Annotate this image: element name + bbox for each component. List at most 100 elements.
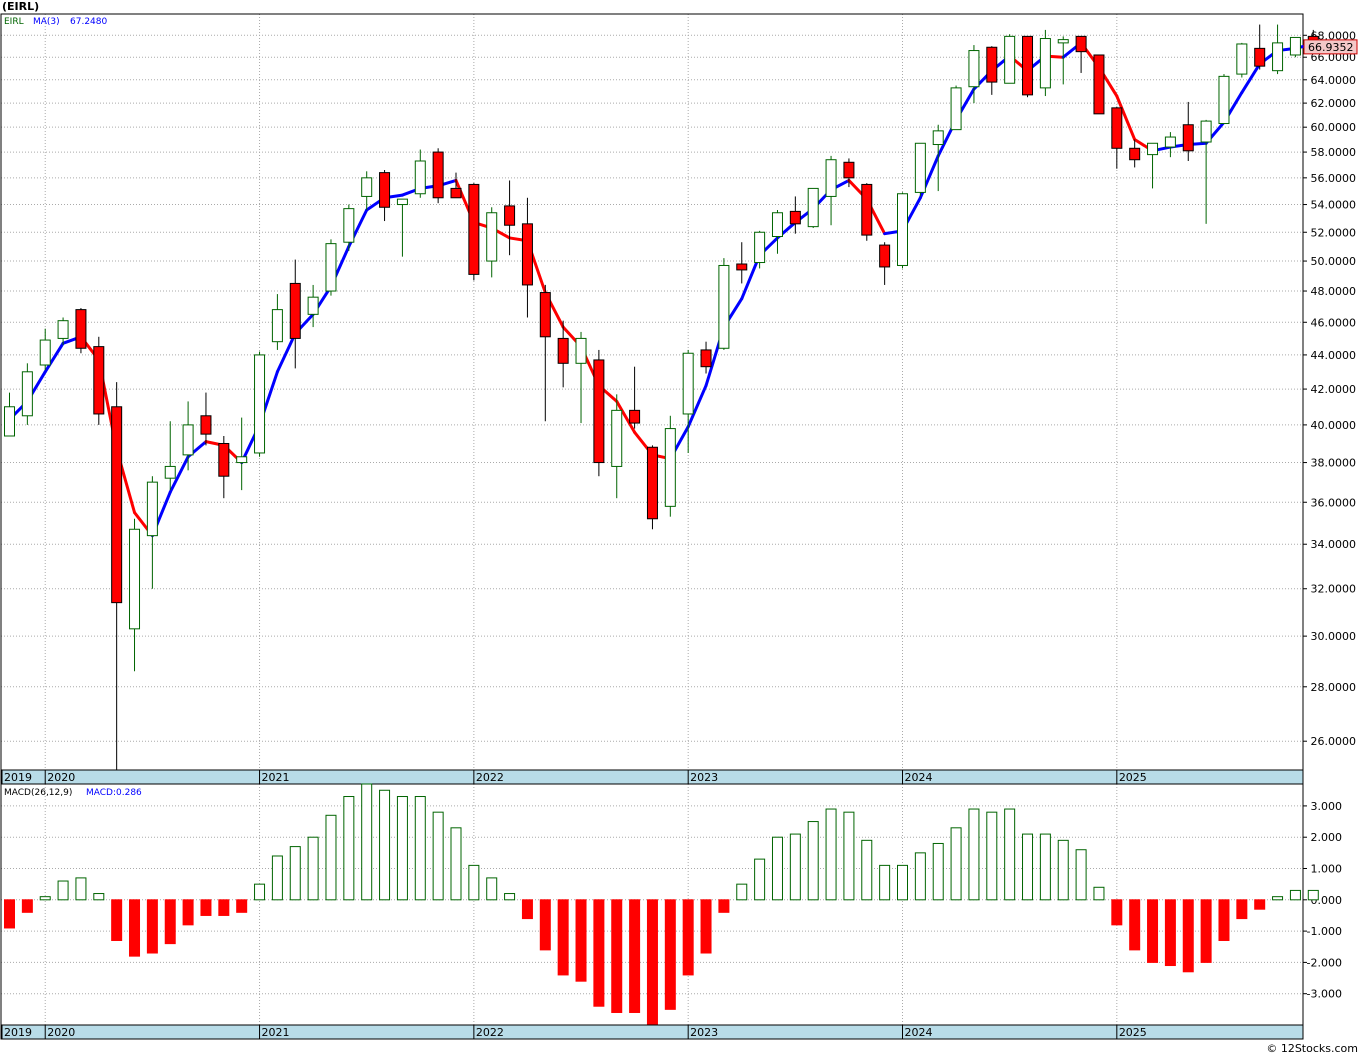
macd-bar — [932, 842, 944, 901]
candle — [575, 331, 587, 424]
candle — [468, 183, 480, 281]
candle-body — [1129, 147, 1141, 161]
candle — [789, 196, 801, 234]
candle-body — [879, 244, 891, 268]
macd-bar — [1254, 899, 1266, 910]
footer-credit: © 12Stocks.com — [1266, 1042, 1358, 1055]
macd-bar — [629, 899, 641, 1013]
macd-bar — [1075, 849, 1087, 901]
candle — [325, 239, 337, 296]
macd-bar — [1039, 833, 1051, 901]
candle — [1129, 139, 1141, 168]
price-tick-label: 40.0000 — [1311, 419, 1357, 432]
macd-bar — [950, 827, 962, 901]
chart-title: (EIRL) — [2, 0, 39, 13]
candle-body — [843, 161, 855, 179]
macd-bar — [789, 833, 801, 901]
candle-body — [468, 183, 480, 275]
ma3-segment — [1115, 94, 1137, 142]
macd-x-axis-band — [0, 1024, 1304, 1040]
candle-body — [236, 456, 248, 464]
price-tick-label: 66.0000 — [1311, 51, 1357, 64]
macd-bar — [129, 899, 141, 957]
candle — [754, 230, 766, 269]
macd-bar — [1057, 839, 1069, 901]
macd-bar — [861, 839, 873, 901]
candle — [718, 258, 730, 350]
candle — [1004, 34, 1016, 84]
candle-body — [1272, 42, 1284, 72]
price-year-label: 2025 — [1119, 771, 1147, 784]
macd-bar — [39, 896, 51, 901]
macd-tick-label: -3.000 — [1307, 988, 1342, 1001]
candle-body — [200, 415, 212, 435]
macd-bar — [1218, 899, 1230, 941]
price-tick-label: 64.0000 — [1311, 74, 1357, 87]
candle — [504, 180, 516, 256]
candle-body — [146, 481, 158, 537]
ma3-segment — [686, 384, 708, 429]
candle — [539, 284, 551, 422]
candle — [771, 210, 783, 254]
candle-body — [1075, 35, 1087, 53]
candle — [1057, 36, 1069, 85]
candle — [843, 158, 855, 188]
candle-body — [1182, 124, 1194, 152]
candle — [807, 187, 819, 229]
macd-x-axis: 2019 2020 2021 2022 2023 2024 2025 — [1, 1025, 1147, 1039]
candle-body — [182, 424, 194, 456]
candle — [1236, 42, 1248, 78]
macd-bar — [21, 899, 33, 913]
macd-year-label: 2020 — [47, 1026, 75, 1039]
macd-bar — [93, 893, 105, 901]
ma3-segment — [43, 341, 65, 374]
candle-body — [1200, 120, 1212, 143]
last-price-label: 66.9352 — [1308, 41, 1354, 54]
price-tick-label: 68.0000 — [1311, 29, 1357, 42]
candle — [593, 349, 605, 477]
candle-body — [593, 359, 605, 464]
candle — [39, 328, 51, 371]
candle-body — [39, 339, 51, 366]
candle-body — [1039, 38, 1051, 89]
candle-body — [1004, 35, 1016, 84]
price-tick-label: 56.0000 — [1311, 172, 1357, 185]
candle — [361, 171, 373, 211]
macd-bar — [57, 880, 69, 901]
candle-body — [629, 409, 641, 424]
macd-params-label: MACD(26,12,9) — [4, 788, 72, 798]
candle — [1272, 24, 1284, 75]
candle — [914, 142, 926, 197]
candle-body — [789, 210, 801, 225]
macd-year-label: 2019 — [4, 1026, 32, 1039]
macd-bar — [200, 899, 212, 916]
price-tick-label: 30.0000 — [1311, 630, 1357, 643]
candle-body — [539, 292, 551, 338]
price-x-axis: 2019 2020 2021 2022 2023 2024 2025 — [1, 770, 1147, 784]
candle — [897, 192, 908, 269]
macd-tick-label: 2.000 — [1311, 831, 1343, 844]
macd-bar — [218, 899, 230, 916]
candle-body — [1147, 142, 1159, 156]
price-tick-label: 60.0000 — [1311, 121, 1357, 134]
candle-body — [718, 264, 730, 349]
candle — [646, 445, 658, 530]
candle — [1254, 24, 1266, 70]
candle-body — [4, 406, 15, 437]
macd-year-label: 2024 — [905, 1026, 933, 1039]
macd-value-label: MACD:0.286 — [86, 788, 142, 798]
candle-body — [1218, 75, 1230, 125]
candle-body — [1022, 35, 1034, 96]
candle-body — [57, 320, 69, 339]
candle-body — [129, 528, 141, 630]
macd-bar — [1164, 899, 1176, 967]
macd-bar — [1004, 808, 1016, 901]
macd-year-label: 2025 — [1119, 1026, 1147, 1039]
candle-body — [986, 46, 998, 83]
macd-bar — [1289, 889, 1301, 901]
candle — [1218, 74, 1230, 125]
macd-bar — [111, 899, 123, 941]
candles — [4, 24, 1319, 770]
